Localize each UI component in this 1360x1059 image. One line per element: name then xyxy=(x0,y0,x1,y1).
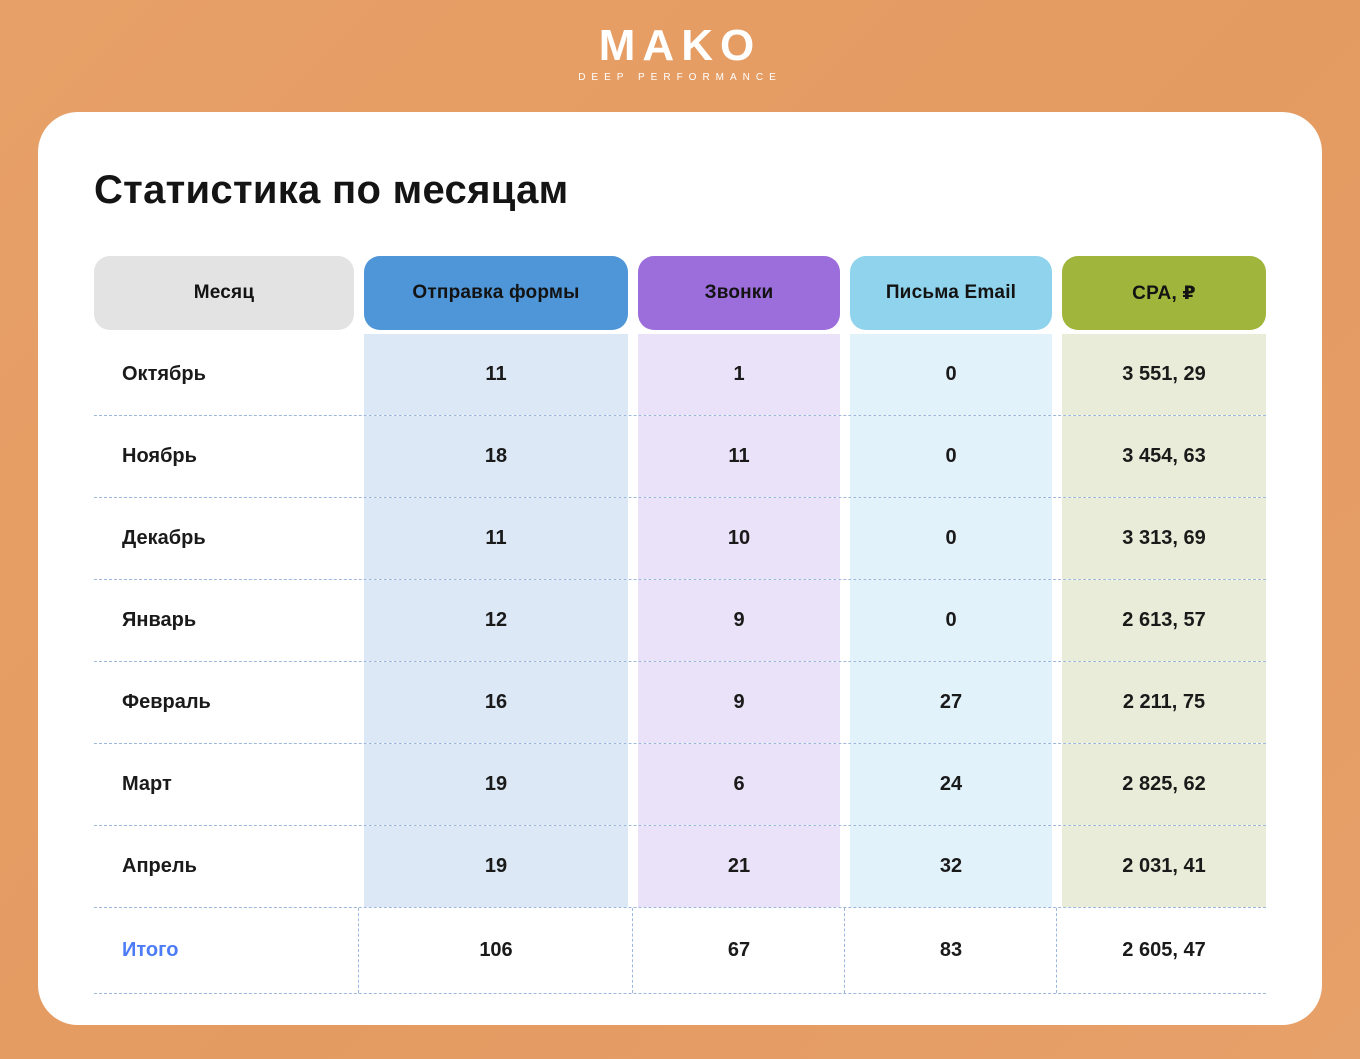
month-cell: Итого xyxy=(122,939,179,961)
value-cell: 32 xyxy=(850,826,1052,907)
table-row-total: Итого 106 67 83 2 605, 47 xyxy=(94,908,1266,994)
table-body: Октябрь 11 1 0 3 551, 29 Ноябрь 18 11 0 3 454, 63… xyxy=(94,334,1266,994)
month-cell: Февраль xyxy=(122,691,211,713)
brand-logo: MAKO DEEP PERFORMANCE xyxy=(0,21,1360,84)
value-cell: 16 xyxy=(364,662,628,743)
value-cell: 9 xyxy=(638,662,840,743)
value-cell: 9 xyxy=(638,580,840,661)
value-cell: 0 xyxy=(850,580,1052,661)
value-cell: 67 xyxy=(632,908,840,993)
table-row: Январь 12 9 0 2 613, 57 xyxy=(94,580,1266,662)
value-cell: 106 xyxy=(358,908,628,993)
value-cell: 19 xyxy=(364,826,628,907)
month-cell: Октябрь xyxy=(122,363,206,385)
table-row: Ноябрь 18 11 0 3 454, 63 xyxy=(94,416,1266,498)
value-cell: 3 313, 69 xyxy=(1062,498,1266,579)
stats-table: Месяц Отправка формы Звонки Письма Email CPA… xyxy=(94,256,1266,994)
column-header-2: Звонки xyxy=(638,256,840,330)
table-row: Октябрь 11 1 0 3 551, 29 xyxy=(94,334,1266,416)
value-cell: 83 xyxy=(844,908,1052,993)
value-cell: 0 xyxy=(850,498,1052,579)
value-cell: 11 xyxy=(638,416,840,497)
column-header-1: Отправка формы xyxy=(364,256,628,330)
stats-card: Статистика по месяцам Месяц Отправка форм… xyxy=(38,112,1322,1025)
value-cell: 19 xyxy=(364,744,628,825)
month-cell: Январь xyxy=(122,609,197,631)
value-cell: 24 xyxy=(850,744,1052,825)
value-cell: 3 551, 29 xyxy=(1062,334,1266,415)
value-cell: 11 xyxy=(364,334,628,415)
value-cell: 2 825, 62 xyxy=(1062,744,1266,825)
table-header-row: Месяц Отправка формы Звонки Письма Email CPA… xyxy=(94,256,1266,330)
value-cell: 2 211, 75 xyxy=(1062,662,1266,743)
value-cell: 21 xyxy=(638,826,840,907)
column-header-0: Месяц xyxy=(94,256,354,330)
value-cell: 10 xyxy=(638,498,840,579)
logo-wordmark: MAKO xyxy=(598,21,762,70)
value-cell: 0 xyxy=(850,334,1052,415)
value-cell: 11 xyxy=(364,498,628,579)
value-cell: 27 xyxy=(850,662,1052,743)
value-cell: 18 xyxy=(364,416,628,497)
month-cell: Март xyxy=(122,773,172,795)
logo-tagline: DEEP PERFORMANCE xyxy=(578,72,782,83)
page-title: Статистика по месяцам xyxy=(94,168,569,212)
value-cell: 3 454, 63 xyxy=(1062,416,1266,497)
value-cell: 1 xyxy=(638,334,840,415)
table-row: Декабрь 11 10 0 3 313, 69 xyxy=(94,498,1266,580)
month-cell: Декабрь xyxy=(122,527,206,549)
value-cell: 12 xyxy=(364,580,628,661)
value-cell: 2 031, 41 xyxy=(1062,826,1266,907)
table-row: Март 19 6 24 2 825, 62 xyxy=(94,744,1266,826)
column-header-3: Письма Email xyxy=(850,256,1052,330)
value-cell: 2 605, 47 xyxy=(1056,908,1266,993)
table-row: Февраль 16 9 27 2 211, 75 xyxy=(94,662,1266,744)
table-row: Апрель 19 21 32 2 031, 41 xyxy=(94,826,1266,908)
value-cell: 2 613, 57 xyxy=(1062,580,1266,661)
month-cell: Апрель xyxy=(122,855,197,877)
value-cell: 6 xyxy=(638,744,840,825)
value-cell: 0 xyxy=(850,416,1052,497)
month-cell: Ноябрь xyxy=(122,445,197,467)
column-header-4: CPA, ₽ xyxy=(1062,256,1266,330)
